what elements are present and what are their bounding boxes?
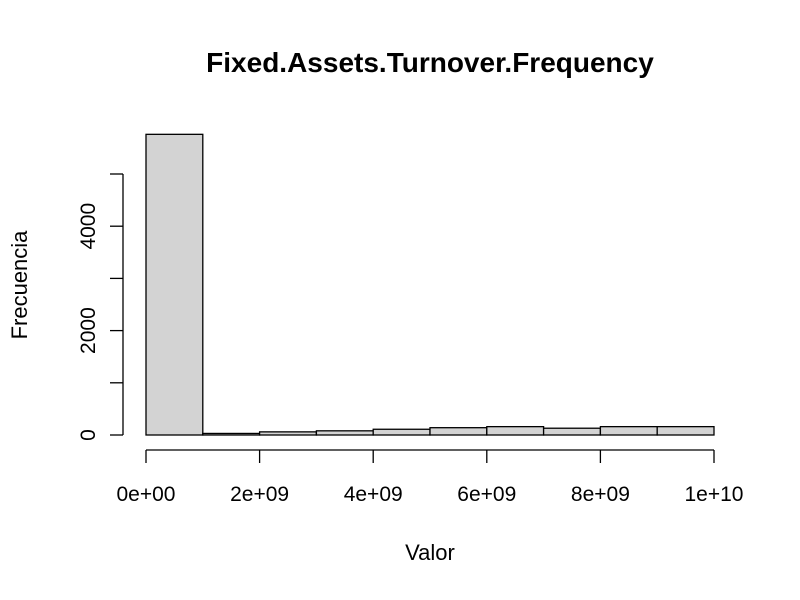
histogram-bar-10	[656, 425, 715, 436]
x-tick-label-4: 8e+09	[571, 483, 630, 506]
histogram-bar-5	[372, 428, 431, 436]
y-tick-label-2: 2000	[77, 307, 100, 354]
y-tick-label-4: 4000	[77, 203, 100, 250]
y-axis-label: Frecuencia	[7, 230, 32, 340]
histogram-bar-7	[486, 425, 545, 436]
x-axis: 0e+00 2e+09 4e+09 6e+09 8e+09 1e+10	[117, 449, 744, 506]
y-tick-label-0: 0	[77, 429, 100, 441]
x-axis-label: Valor	[405, 540, 455, 565]
histogram-bar-4	[315, 430, 374, 436]
histogram-bar-8	[542, 427, 602, 436]
bars-group	[145, 133, 715, 436]
x-tick-label-5: 1e+10	[685, 483, 744, 506]
x-tick-label-0: 0e+00	[117, 483, 176, 506]
histogram-bar-1	[145, 133, 204, 436]
histogram-bar-9	[599, 425, 658, 436]
histogram-bar-6	[429, 427, 488, 436]
histogram-bar-3	[258, 431, 318, 436]
y-axis: 0 2000 4000	[77, 173, 124, 441]
x-tick-label-2: 4e+09	[344, 483, 403, 506]
histogram-bar-2	[202, 432, 261, 436]
chart-title: Fixed.Assets.Turnover.Frequency	[206, 47, 654, 78]
x-tick-label-1: 2e+09	[230, 483, 289, 506]
x-tick-label-3: 6e+09	[457, 483, 516, 506]
